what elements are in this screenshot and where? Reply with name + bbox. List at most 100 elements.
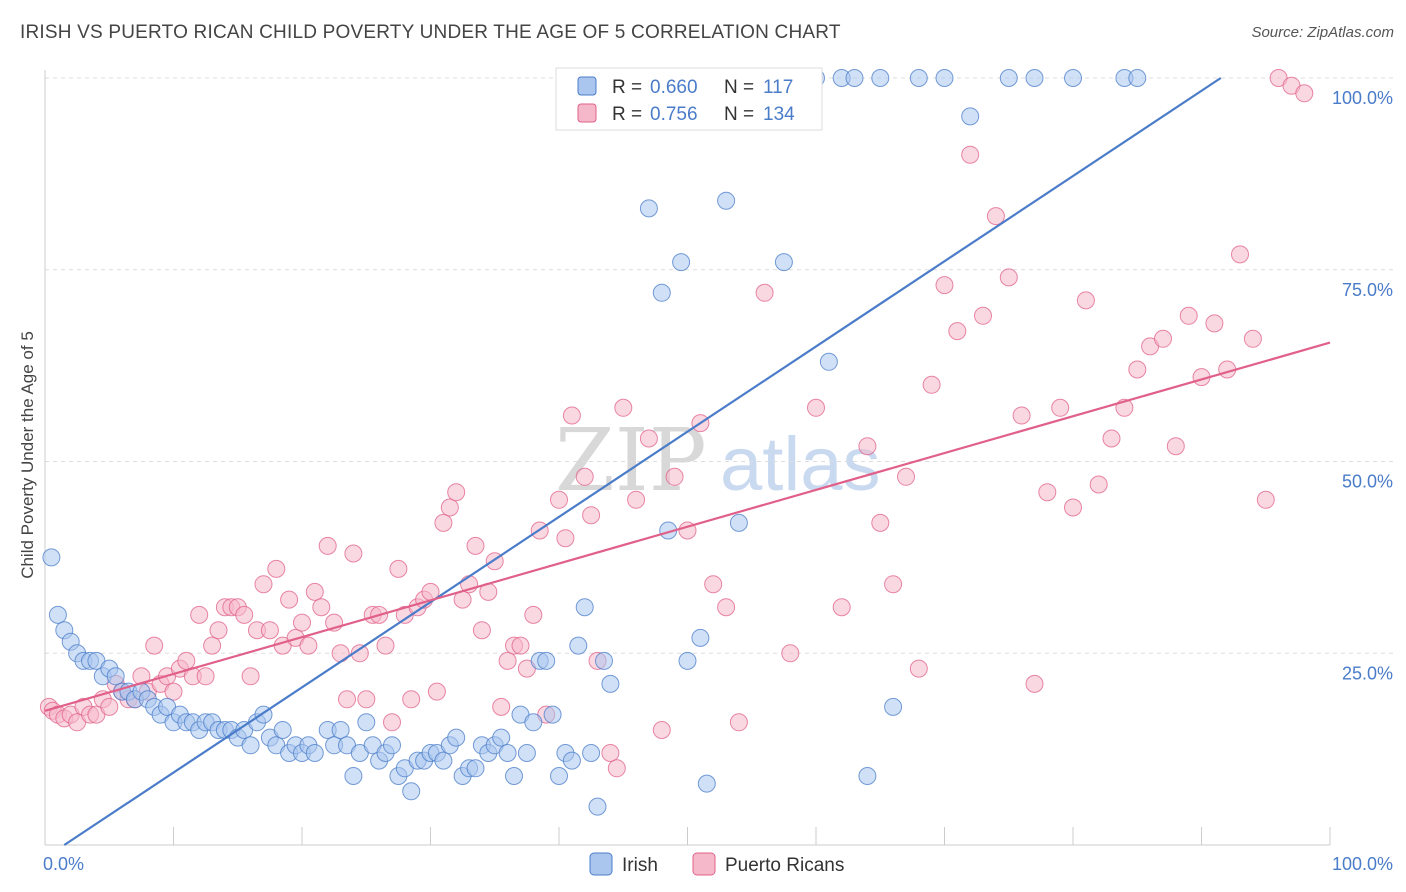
legend-swatch-pr (577, 103, 597, 123)
pr-point-118 (1076, 291, 1095, 310)
irish-point-77 (543, 705, 562, 724)
x-tick-label-max: 100.0% (1332, 854, 1393, 874)
pr-point-82 (575, 467, 594, 486)
pr-point-135 (1295, 84, 1314, 103)
pr-point-114 (1025, 674, 1044, 693)
pr-point-87 (614, 398, 633, 417)
pr-point-130 (1231, 245, 1249, 264)
pr-point-79 (550, 490, 568, 509)
pr-point-24 (190, 605, 209, 624)
pr-point-46 (331, 644, 350, 663)
pr-point-110 (974, 306, 992, 325)
pr-point-76 (524, 605, 543, 624)
pr-point-102 (871, 513, 890, 532)
pr-point-119 (1089, 475, 1108, 494)
x-tick-marks (44, 827, 1331, 845)
pr-point-103 (884, 575, 903, 594)
irish-point-85 (595, 651, 613, 670)
irish-point-109 (845, 69, 864, 87)
trend-line-irish (63, 77, 1222, 846)
pr-point-95 (717, 598, 736, 617)
irish-point-90 (639, 199, 658, 218)
legend-n-value-pr: 134 (763, 104, 795, 125)
irish-point-112 (884, 697, 903, 716)
pr-point-132 (1256, 490, 1275, 509)
bottom-legend-label-pr: Puerto Ricans (725, 855, 844, 876)
legend-n-label-pr: N = (724, 104, 754, 125)
irish-point-70 (498, 744, 517, 762)
irish-point-100 (729, 513, 748, 532)
pr-point-62 (434, 513, 453, 532)
pr-point-71 (492, 697, 511, 716)
bottom-legend-swatch-pr (692, 852, 716, 876)
irish-point-0 (42, 548, 61, 567)
irish-point-41 (305, 744, 324, 762)
pr-point-25 (196, 667, 215, 686)
irish-point-99 (717, 191, 736, 210)
pr-point-61 (427, 682, 446, 701)
x-tick-label-min: 0.0% (43, 854, 84, 874)
irish-point-69 (492, 728, 511, 747)
pr-point-10 (100, 697, 119, 716)
chart-source: Source: ZipAtlas.com (1251, 24, 1394, 41)
pr-point-44 (318, 536, 337, 555)
grid (45, 77, 1395, 654)
irish-point-31 (241, 736, 260, 755)
pr-point-90 (652, 721, 671, 739)
pr-point-74 (511, 636, 530, 655)
irish-point-44 (331, 721, 350, 739)
irish-point-65 (466, 759, 485, 778)
irish-point-71 (505, 767, 523, 785)
irish-point-52 (383, 736, 401, 755)
pr-point-108 (948, 322, 967, 341)
pr-point-94 (704, 575, 723, 594)
legend-n-label-irish: N = (724, 77, 754, 98)
pr-point-40 (293, 613, 311, 632)
pr-point-112 (999, 268, 1018, 287)
irish-point-94 (678, 651, 697, 670)
pr-point-72 (498, 651, 517, 670)
pr-point-41 (299, 636, 318, 655)
irish-point-60 (434, 751, 453, 770)
y-tick-label-3: 25.0% (1342, 663, 1393, 683)
irish-point-82 (575, 598, 594, 617)
pr-point-47 (338, 690, 356, 709)
pr-point-120 (1102, 429, 1121, 448)
irish-point-55 (402, 782, 421, 801)
pr-point-89 (639, 429, 658, 448)
trend-lines (44, 77, 1331, 846)
bottom-legend-swatch-irish (589, 852, 613, 876)
pr-point-85 (601, 744, 620, 762)
irish-point-107 (819, 352, 838, 371)
irish-point-46 (344, 767, 363, 785)
irish-point-93 (672, 253, 691, 272)
pr-point-113 (1012, 406, 1031, 425)
irish-point-118 (1064, 69, 1082, 87)
pr-point-111 (986, 207, 1005, 226)
legend-r-label-irish: R = (612, 77, 642, 98)
pr-point-86 (607, 759, 626, 778)
pr-point-31 (235, 605, 254, 624)
pr-point-109 (961, 145, 980, 164)
pr-point-32 (241, 667, 260, 686)
y-tick-label-1: 75.0% (1342, 280, 1393, 300)
pr-point-125 (1166, 437, 1185, 456)
pr-point-131 (1243, 329, 1262, 348)
irish-point-115 (961, 107, 980, 126)
pr-point-17 (145, 636, 164, 655)
irish-point-96 (691, 628, 710, 647)
pr-point-116 (1051, 398, 1070, 417)
pr-point-53 (376, 636, 395, 655)
pr-point-101 (858, 437, 877, 456)
pr-point-81 (562, 406, 581, 425)
pr-point-117 (1064, 498, 1082, 517)
irish-point-76 (537, 651, 556, 670)
legend-r-value-irish: 0.660 (650, 77, 698, 98)
pr-point-35 (260, 621, 279, 640)
legend-box: R = 0.660 N = 117 R = 0.756 N = 134 (555, 67, 823, 131)
watermark-atlas: atlas (720, 422, 881, 507)
irish-point-91 (652, 283, 671, 302)
pr-point-122 (1128, 360, 1147, 379)
irish-point-73 (517, 744, 536, 762)
legend-swatch-irish (577, 76, 597, 96)
